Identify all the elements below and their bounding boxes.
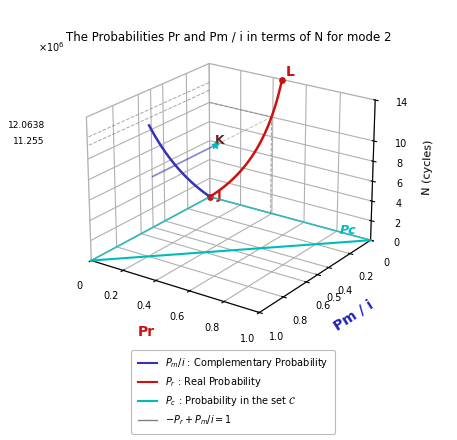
Text: $\times 10^6$: $\times 10^6$: [38, 40, 65, 54]
Text: 11.255: 11.255: [13, 136, 45, 146]
X-axis label: Pr: Pr: [138, 325, 155, 339]
Y-axis label: Pm / i: Pm / i: [332, 297, 376, 333]
Text: 12.0638: 12.0638: [7, 121, 45, 130]
Legend: $P_m/i$ : Complementary Probability, $P_r$ : Real Probability, $P_c$ : Probabili: $P_m/i$ : Complementary Probability, $P_…: [131, 350, 335, 433]
Title: The Probabilities Pr and Pm / i in terms of N for mode 2: The Probabilities Pr and Pm / i in terms…: [66, 30, 391, 44]
